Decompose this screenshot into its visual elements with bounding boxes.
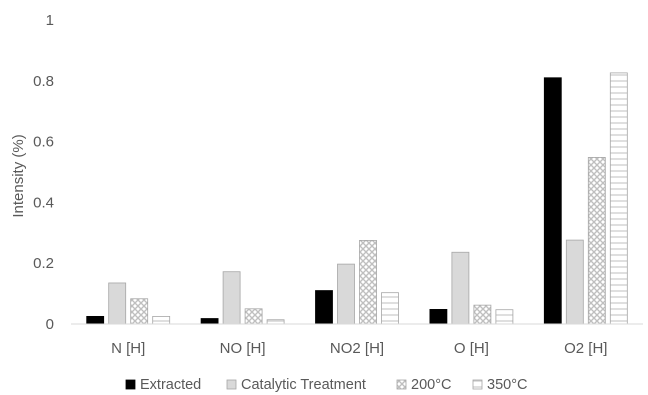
legend-swatch <box>226 379 237 390</box>
y-tick-label: 1 <box>46 12 54 29</box>
y-tick-label: 0 <box>46 316 54 333</box>
bar-catalytic-treatment-1 <box>222 271 241 325</box>
bar-350-c-1 <box>266 319 285 325</box>
bar-350-c-2 <box>381 292 399 325</box>
bar-catalytic-treatment-4 <box>565 239 584 325</box>
x-tick-label: O [H] <box>454 340 489 357</box>
legend-swatch <box>472 379 483 390</box>
legend-label: 350°C <box>487 377 527 393</box>
x-tick-label: O2 [H] <box>564 340 607 357</box>
y-axis-label: Intensity (%) <box>10 134 27 217</box>
bar-200-c-4 <box>587 157 606 325</box>
y-tick-label: 0.8 <box>33 73 54 90</box>
bar-350-c-0 <box>152 315 171 325</box>
legend-swatch <box>396 379 407 390</box>
x-tick-label: NO2 [H] <box>330 340 384 357</box>
bar-extracted-1 <box>200 318 219 325</box>
bar-200-c-1 <box>244 308 263 325</box>
legend-swatch <box>125 379 136 390</box>
bar-200-c-0 <box>130 298 149 325</box>
legend: Extracted Catalytic Treatment 200°C 350°C <box>125 377 527 393</box>
y-axis: 0 0.2 0.4 0.6 0.8 1 <box>33 12 54 333</box>
x-tick-label: NO [H] <box>220 340 266 357</box>
y-tick-label: 0.2 <box>33 255 54 272</box>
bar-extracted-4 <box>543 77 562 325</box>
bar-extracted-2 <box>315 290 333 325</box>
legend-label: Extracted <box>140 377 201 393</box>
x-tick-label: N [H] <box>111 340 145 357</box>
bar-catalytic-treatment-0 <box>108 282 127 325</box>
bar-200-c-2 <box>359 239 377 325</box>
y-tick-label: 0.4 <box>33 194 54 211</box>
bar-catalytic-treatment-3 <box>451 251 470 325</box>
bars <box>86 72 628 325</box>
y-tick-label: 0.6 <box>33 134 54 151</box>
bar-350-c-4 <box>609 72 628 325</box>
legend-label: Catalytic Treatment <box>241 377 366 393</box>
bar-200-c-3 <box>473 304 492 325</box>
bar-catalytic-treatment-2 <box>337 263 355 325</box>
bar-350-c-3 <box>495 309 514 325</box>
x-axis: N [H] NO [H] NO2 [H] O [H] O2 [H] <box>111 340 607 357</box>
bar-extracted-3 <box>429 309 448 325</box>
bar-extracted-0 <box>86 315 105 325</box>
legend-label: 200°C <box>411 377 451 393</box>
